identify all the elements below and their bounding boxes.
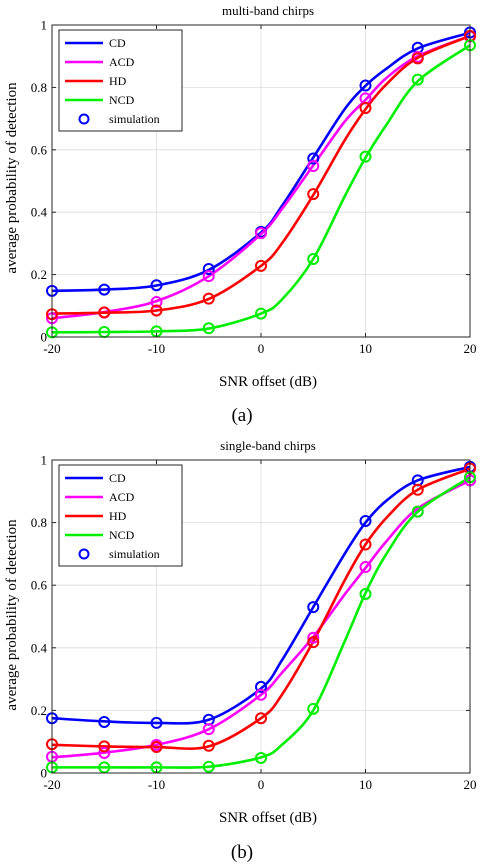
simulation-marker-hd: [150, 304, 163, 317]
simulation-marker-ncd: [202, 322, 215, 335]
simulation-marker-cd: [307, 152, 320, 165]
simulation-marker-ncd: [255, 307, 267, 320]
legend-label: CD: [109, 36, 126, 50]
simulation-marker-cd: [98, 283, 111, 296]
y-tick-label: 1: [41, 18, 48, 33]
chart-title: multi-band chirps: [222, 3, 314, 18]
legend-label: HD: [109, 74, 127, 88]
series-line-acd: [51, 34, 471, 320]
x-tick-label: 0: [258, 341, 265, 356]
simulation-marker-hd: [411, 52, 424, 65]
y-tick-label: 0: [41, 766, 48, 781]
y-tick-label: 0.6: [31, 142, 48, 157]
simulation-marker-ncd: [255, 751, 267, 764]
y-tick-label: 0.6: [31, 578, 48, 593]
simulation-marker-ncd: [359, 150, 372, 163]
x-tick-label: 0: [258, 777, 265, 792]
legend-label: NCD: [109, 528, 135, 542]
x-tick-label: 10: [359, 777, 372, 792]
subfigure-label: (a): [231, 405, 252, 426]
simulation-marker-hd: [307, 188, 320, 201]
simulation-marker-acd: [98, 746, 111, 759]
y-tick-label: 0.2: [31, 703, 47, 718]
legend-marker-simulation: [78, 113, 90, 125]
simulation-marker-ncd: [411, 505, 424, 518]
y-tick-label: 0.8: [31, 515, 47, 530]
legend-label: CD: [109, 471, 126, 485]
series-line-cd: [51, 31, 471, 293]
y-tick-label: 0.4: [31, 640, 48, 655]
simulation-marker-hd: [98, 306, 111, 319]
simulation-marker-hd: [202, 292, 215, 305]
simulation-marker-ncd: [359, 587, 372, 600]
simulation-marker-ncd: [98, 761, 111, 774]
simulation-marker-acd: [307, 631, 320, 644]
simulation-marker-cd: [202, 262, 215, 275]
legend-marker-simulation: [78, 548, 90, 560]
simulation-marker-hd: [411, 483, 424, 496]
simulation-marker-hd: [202, 739, 215, 752]
x-tick-label: 10: [359, 341, 372, 356]
simulation-marker-ncd: [307, 253, 320, 265]
x-tick-label: 20: [464, 777, 477, 792]
series-line-hd: [51, 467, 471, 750]
legend-label: NCD: [109, 93, 135, 107]
simulation-marker-acd: [255, 227, 267, 240]
y-tick-label: 1: [41, 453, 48, 468]
y-tick-label: 0.2: [31, 267, 47, 282]
legend-label: ACD: [109, 490, 135, 504]
series-line-ncd: [52, 476, 471, 769]
x-tick-label: -20: [43, 777, 60, 792]
y-axis-label: average probability of detection: [4, 519, 20, 711]
x-tick-label: -10: [148, 777, 165, 792]
simulation-marker-acd: [202, 270, 215, 283]
simulation-marker-acd: [202, 723, 215, 736]
simulation-marker-hd: [255, 259, 267, 272]
simulation-marker-ncd: [411, 73, 424, 86]
panel-b: single-band chirps average probability o…: [4, 438, 477, 863]
simulation-marker-cd: [255, 680, 267, 693]
legend-label: HD: [109, 509, 127, 523]
simulation-marker-hd: [307, 636, 320, 649]
simulation-marker-cd: [98, 715, 111, 728]
simulation-marker-cd: [307, 601, 320, 614]
simulation-marker-hd: [98, 740, 111, 753]
y-tick-label: 0.8: [31, 80, 47, 95]
chart-title: single-band chirps: [220, 438, 316, 453]
simulation-marker-acd: [150, 296, 163, 309]
x-tick-label: 20: [464, 341, 477, 356]
simulation-marker-hd: [359, 101, 372, 114]
simulation-marker-cd: [359, 79, 372, 92]
simulation-marker-acd: [255, 688, 267, 701]
x-tick-label: -10: [148, 341, 165, 356]
simulation-marker-ncd: [202, 760, 215, 773]
simulation-marker-acd: [359, 561, 372, 574]
series-line-ncd: [51, 44, 471, 334]
y-axis-label: average probability of detection: [4, 82, 20, 274]
simulation-marker-hd: [255, 712, 267, 725]
x-axis-label: SNR offset (dB): [219, 374, 317, 390]
simulation-marker-cd: [150, 279, 163, 292]
simulation-marker-cd: [150, 716, 163, 729]
y-tick-label: 0.4: [31, 205, 48, 220]
subfigure-label: (b): [231, 842, 253, 863]
simulation-marker-acd: [307, 160, 320, 173]
simulation-marker-hd: [359, 538, 372, 551]
simulation-marker-ncd: [307, 702, 320, 715]
simulation-marker-cd: [359, 515, 372, 528]
legend-label: ACD: [109, 55, 135, 69]
simulation-marker-hd: [150, 741, 163, 754]
y-tick-label: 0: [41, 330, 48, 345]
legend-label: simulation: [109, 112, 160, 126]
panel-a: multi-band chirps average probability of…: [4, 3, 477, 426]
x-tick-label: -20: [43, 341, 60, 356]
x-axis-label: SNR offset (dB): [219, 810, 317, 826]
legend-label: simulation: [109, 547, 160, 561]
